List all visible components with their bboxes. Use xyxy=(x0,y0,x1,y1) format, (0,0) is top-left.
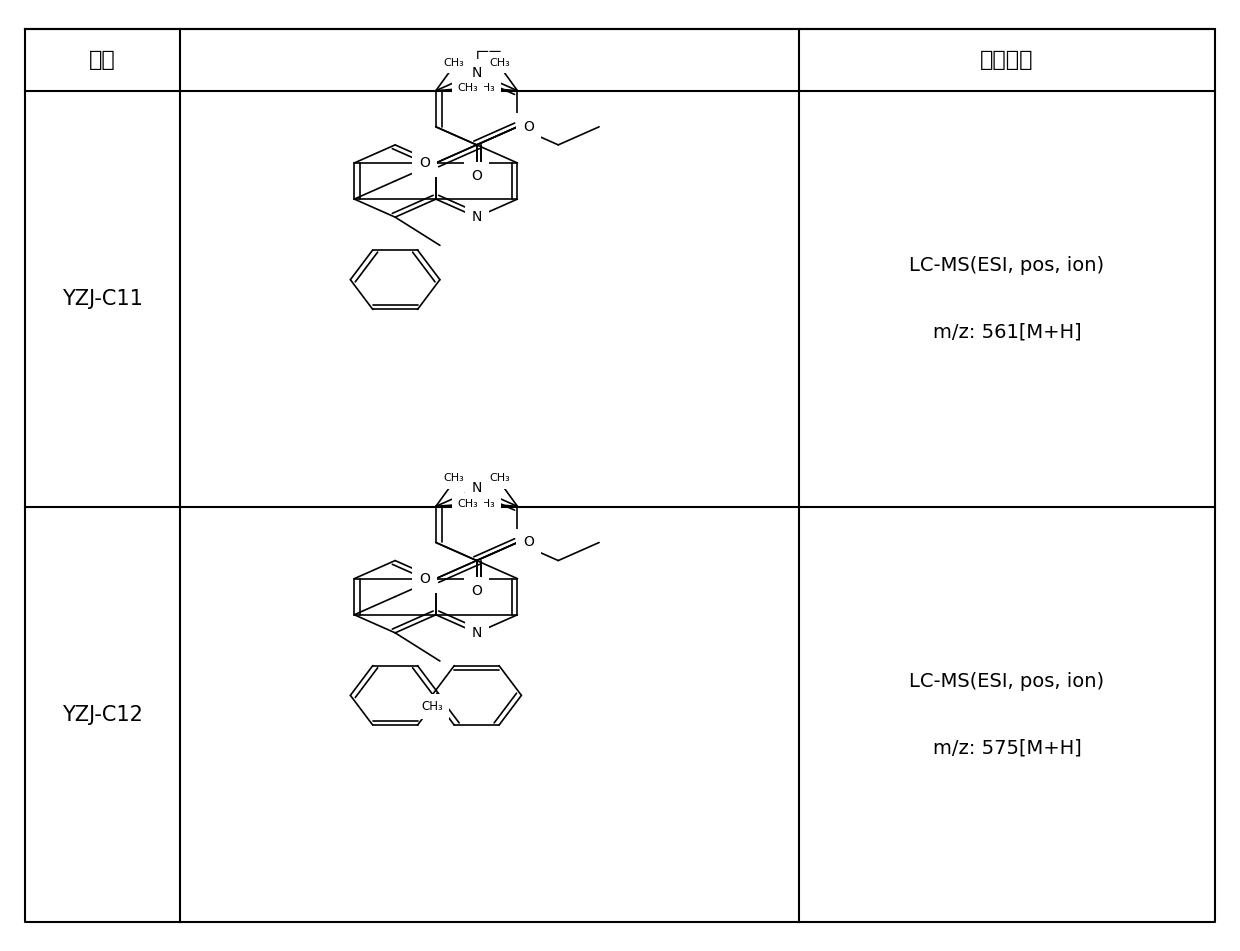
Text: CH₃: CH₃ xyxy=(490,474,510,483)
Text: 结构数据: 结构数据 xyxy=(980,49,1034,69)
Text: O: O xyxy=(471,168,482,183)
Text: CH₃: CH₃ xyxy=(443,58,464,68)
Text: O: O xyxy=(523,535,534,550)
Text: O: O xyxy=(523,120,534,134)
Text: O: O xyxy=(419,156,430,170)
Text: 结构: 结构 xyxy=(476,49,502,69)
Text: CH₃: CH₃ xyxy=(458,83,479,93)
Text: N: N xyxy=(471,626,482,640)
Text: CH₃: CH₃ xyxy=(443,474,464,483)
Text: CH₃: CH₃ xyxy=(490,58,510,68)
Text: O: O xyxy=(471,584,482,598)
Text: LC-MS(ESI, pos, ion): LC-MS(ESI, pos, ion) xyxy=(909,256,1105,275)
Text: YZJ-C11: YZJ-C11 xyxy=(62,289,143,309)
Text: O: O xyxy=(471,584,482,598)
Text: N: N xyxy=(471,66,482,80)
Text: CH₃: CH₃ xyxy=(422,700,443,712)
Text: N: N xyxy=(471,481,482,495)
Text: N: N xyxy=(471,210,482,224)
Text: O: O xyxy=(419,572,430,586)
Text: O: O xyxy=(471,168,482,183)
Text: YZJ-C12: YZJ-C12 xyxy=(62,705,143,725)
Text: m/z: 561[M+H]: m/z: 561[M+H] xyxy=(932,322,1081,341)
Text: CH₃: CH₃ xyxy=(475,83,496,93)
Text: m/z: 575[M+H]: m/z: 575[M+H] xyxy=(932,738,1081,757)
Text: LC-MS(ESI, pos, ion): LC-MS(ESI, pos, ion) xyxy=(909,671,1105,690)
Text: CH₃: CH₃ xyxy=(475,498,496,509)
Text: CH₃: CH₃ xyxy=(458,498,479,509)
Text: 编号: 编号 xyxy=(89,49,115,69)
